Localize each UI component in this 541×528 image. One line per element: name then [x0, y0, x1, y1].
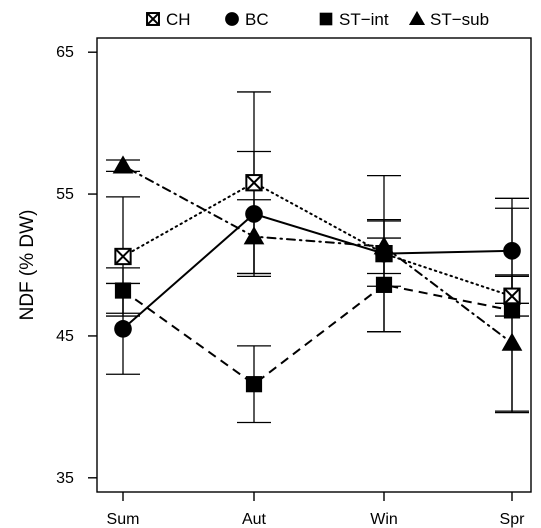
data-markers	[112, 155, 523, 393]
data-point-ch	[114, 247, 132, 266]
data-point-st-sub	[243, 226, 265, 245]
y-tick-label: 55	[56, 186, 74, 203]
plot-area-frame	[96, 37, 532, 493]
x-tick-label: Sum	[107, 511, 140, 528]
legend-marker-bc	[225, 12, 239, 26]
data-point-st-int	[503, 302, 521, 319]
series-line-st-sub	[122, 164, 513, 345]
y-tick-label: 45	[56, 328, 74, 345]
legend-marker-st-int	[319, 12, 333, 26]
series-line-st-int	[122, 283, 513, 386]
legend-label-ch: CH	[166, 10, 191, 29]
data-point-st-int	[114, 282, 132, 299]
data-point-st-int	[245, 376, 263, 393]
series-line-bc	[122, 212, 513, 330]
data-point-ch-cross-b	[503, 287, 521, 305]
data-point-st-int	[375, 276, 393, 293]
legend-label-st-sub: ST−sub	[430, 10, 489, 29]
legend-marker-ch	[146, 12, 160, 26]
data-point-ch	[503, 287, 521, 305]
y-tick-label: 35	[56, 470, 74, 487]
data-point-st-sub	[112, 155, 134, 174]
data-point-ch	[245, 174, 263, 192]
legend-marker-st-sub	[408, 10, 426, 26]
x-tick-label: Spr	[500, 511, 526, 528]
legend-marker-ch-cross-b	[146, 12, 160, 26]
error-bars	[106, 91, 529, 424]
y-tick-label: 65	[56, 44, 74, 61]
x-tick-label: Aut	[242, 511, 267, 528]
series-lines	[122, 164, 513, 386]
data-point-ch-cross-b	[114, 248, 132, 265]
y-axis-label: NDF (% DW)	[17, 210, 38, 321]
axes: 35 45 55 65 Sum Aut Win Spr	[56, 44, 525, 528]
data-point-bc	[245, 205, 263, 223]
data-point-bc	[114, 320, 132, 338]
legend-label-bc: BC	[245, 10, 269, 29]
legend: CH BC ST−int ST−sub	[146, 10, 489, 29]
data-point-st-sub	[373, 236, 395, 255]
data-point-ch-cross-b	[245, 174, 263, 192]
data-point-bc	[503, 241, 521, 260]
x-tick-label: Win	[370, 511, 398, 528]
series-line-ch	[122, 181, 513, 298]
data-point-st-sub	[501, 332, 523, 351]
legend-label-st-int: ST−int	[339, 10, 389, 29]
